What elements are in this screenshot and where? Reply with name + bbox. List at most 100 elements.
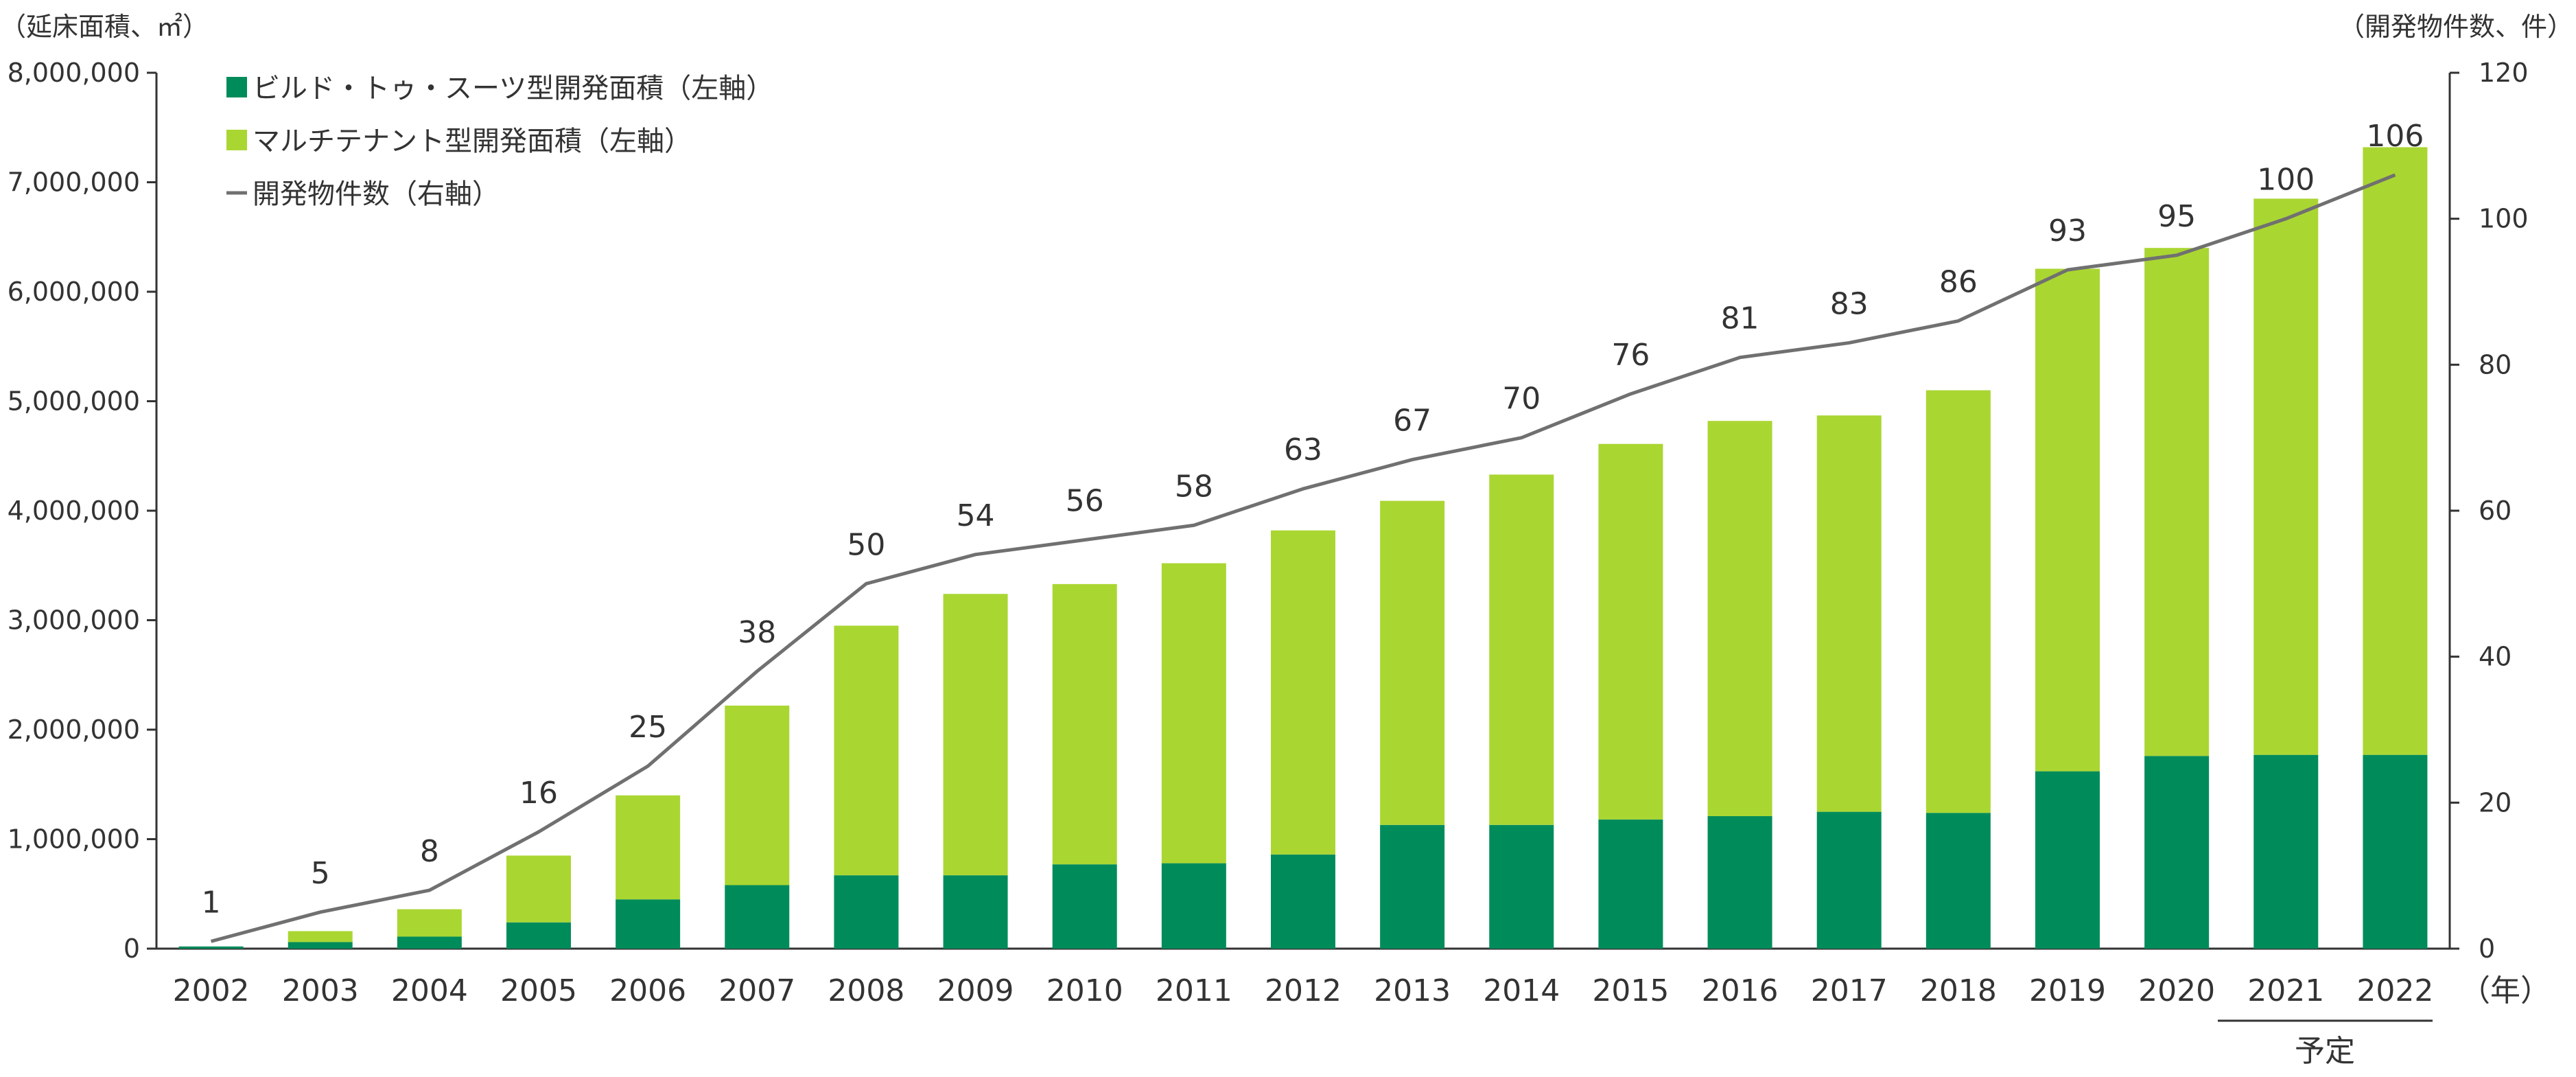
bar-multi-tenant <box>943 594 1008 876</box>
x-tick-label: 2005 <box>500 973 577 1008</box>
x-tick-label: 2017 <box>1811 973 1888 1008</box>
bar-multi-tenant <box>506 855 571 923</box>
bar-build-to-suit <box>178 946 244 949</box>
bar-build-to-suit <box>1707 816 1772 949</box>
x-tick-label: 2009 <box>937 973 1014 1008</box>
bar-multi-tenant <box>2253 198 2319 755</box>
count-label: 38 <box>738 615 776 650</box>
bar-build-to-suit <box>506 922 571 949</box>
left-tick-label: 2,000,000 <box>8 715 140 745</box>
bar-build-to-suit <box>616 899 681 949</box>
left-tick-label: 6,000,000 <box>8 277 140 307</box>
count-line <box>210 173 2396 943</box>
x-axis-ticks: 2002 2003 2004 2005 2006 2007 2008 2009 2010 2011… <box>173 973 2434 1008</box>
bar-build-to-suit <box>1489 824 1554 949</box>
bar-build-to-suit <box>1271 854 1335 949</box>
count-label: 93 <box>2048 213 2087 248</box>
bar-build-to-suit <box>943 875 1008 949</box>
count-label: 63 <box>1284 432 1322 467</box>
count-label: 25 <box>629 710 667 745</box>
left-tick-label: 8,000,000 <box>8 58 140 88</box>
bar-multi-tenant <box>1816 415 1882 812</box>
x-tick-label: 2020 <box>2138 973 2215 1008</box>
x-tick-label: 2012 <box>1265 973 1342 1008</box>
x-tick-label: 2011 <box>1156 973 1232 1008</box>
bar-build-to-suit <box>397 936 462 949</box>
bar-multi-tenant <box>2363 147 2428 755</box>
bar-multi-tenant <box>288 931 353 942</box>
legend-label: マルチテナント型開発面積（左軸） <box>253 126 692 157</box>
legend: ビルド・トゥ・スーツ型開発面積（左軸） マルチテナント型開発面積（左軸） 開発物件数… <box>226 73 773 210</box>
count-label: 86 <box>1939 265 1978 300</box>
right-tick-label: 80 <box>2479 349 2511 380</box>
x-tick-label: 2018 <box>1920 973 1997 1008</box>
bar-build-to-suit <box>2253 754 2319 949</box>
bar-build-to-suit <box>1380 824 1445 949</box>
count-label: 95 <box>2157 199 2196 234</box>
right-tick-label: 40 <box>2479 642 2511 672</box>
left-axis-label: （延床面積、㎡） <box>0 12 209 42</box>
bar-build-to-suit <box>1598 819 1663 949</box>
x-tick-label: 2016 <box>1702 973 1779 1008</box>
bar-build-to-suit <box>725 885 790 949</box>
x-tick-label: 2003 <box>282 973 359 1008</box>
bar-build-to-suit <box>2144 756 2210 949</box>
x-tick-label: 2004 <box>391 973 468 1008</box>
x-tick-label: 2006 <box>609 973 686 1008</box>
count-label: 67 <box>1393 404 1431 439</box>
right-tick-label: 100 <box>2479 204 2529 234</box>
axes: 0 1,000,000 2,000,000 3,000,000 4,000,000 5,0… <box>8 58 2529 964</box>
left-tick-label: 3,000,000 <box>8 605 140 636</box>
count-line-layer <box>210 173 2396 943</box>
count-label: 76 <box>1611 338 1650 373</box>
right-tick-label: 20 <box>2479 787 2511 818</box>
count-label: 83 <box>1830 286 1869 321</box>
bar-multi-tenant <box>397 909 462 937</box>
count-label: 5 <box>311 856 330 891</box>
bar-multi-tenant <box>1271 530 1335 855</box>
bar-multi-tenant <box>1052 583 1117 865</box>
x-tick-label: 2002 <box>173 973 250 1008</box>
x-tick-label: 2022 <box>2356 973 2433 1008</box>
x-unit-label: （年） <box>2460 973 2551 1008</box>
count-label: 106 <box>2366 119 2424 154</box>
bar-build-to-suit <box>2363 754 2428 949</box>
bar-multi-tenant <box>616 795 681 900</box>
count-label: 81 <box>1721 301 1759 336</box>
bar-build-to-suit <box>1925 813 1991 949</box>
bar-build-to-suit <box>1052 864 1117 949</box>
x-tick-label: 2007 <box>718 973 795 1008</box>
count-label: 8 <box>420 834 439 869</box>
count-label: 70 <box>1502 382 1541 417</box>
bar-multi-tenant <box>834 625 899 876</box>
count-label: 56 <box>1066 484 1104 519</box>
x-tick-label: 2010 <box>1046 973 1123 1008</box>
count-label: 50 <box>847 527 885 562</box>
count-label: 1 <box>202 885 221 920</box>
left-tick-label: 4,000,000 <box>8 496 140 526</box>
count-label: 16 <box>519 776 558 811</box>
bar-build-to-suit <box>2035 771 2100 949</box>
bar-multi-tenant <box>2144 248 2210 756</box>
bar-build-to-suit <box>1161 863 1226 949</box>
left-tick-label: 0 <box>124 934 140 964</box>
bar-multi-tenant <box>1489 474 1554 825</box>
bar-multi-tenant <box>1707 421 1772 817</box>
right-axis-label: （開発物件数、件） <box>2339 12 2573 42</box>
planned-label: 予定 <box>2295 1034 2355 1069</box>
legend-label: 開発物件数（右軸） <box>253 178 500 210</box>
legend-swatch-multi-tenant <box>226 130 247 150</box>
bar-multi-tenant <box>1925 390 1991 813</box>
count-label: 100 <box>2257 163 2315 198</box>
x-tick-label: 2021 <box>2247 973 2324 1008</box>
x-tick-label: 2013 <box>1374 973 1451 1008</box>
left-tick-label: 1,000,000 <box>8 824 140 855</box>
bar-multi-tenant <box>725 705 790 885</box>
bar-build-to-suit <box>288 942 353 949</box>
x-tick-label: 2015 <box>1592 973 1669 1008</box>
left-tick-label: 5,000,000 <box>8 386 140 417</box>
bar-multi-tenant <box>2035 268 2100 772</box>
x-tick-label: 2008 <box>828 973 904 1008</box>
bar-build-to-suit <box>834 875 899 949</box>
legend-swatch-build-to-suit <box>226 77 247 97</box>
